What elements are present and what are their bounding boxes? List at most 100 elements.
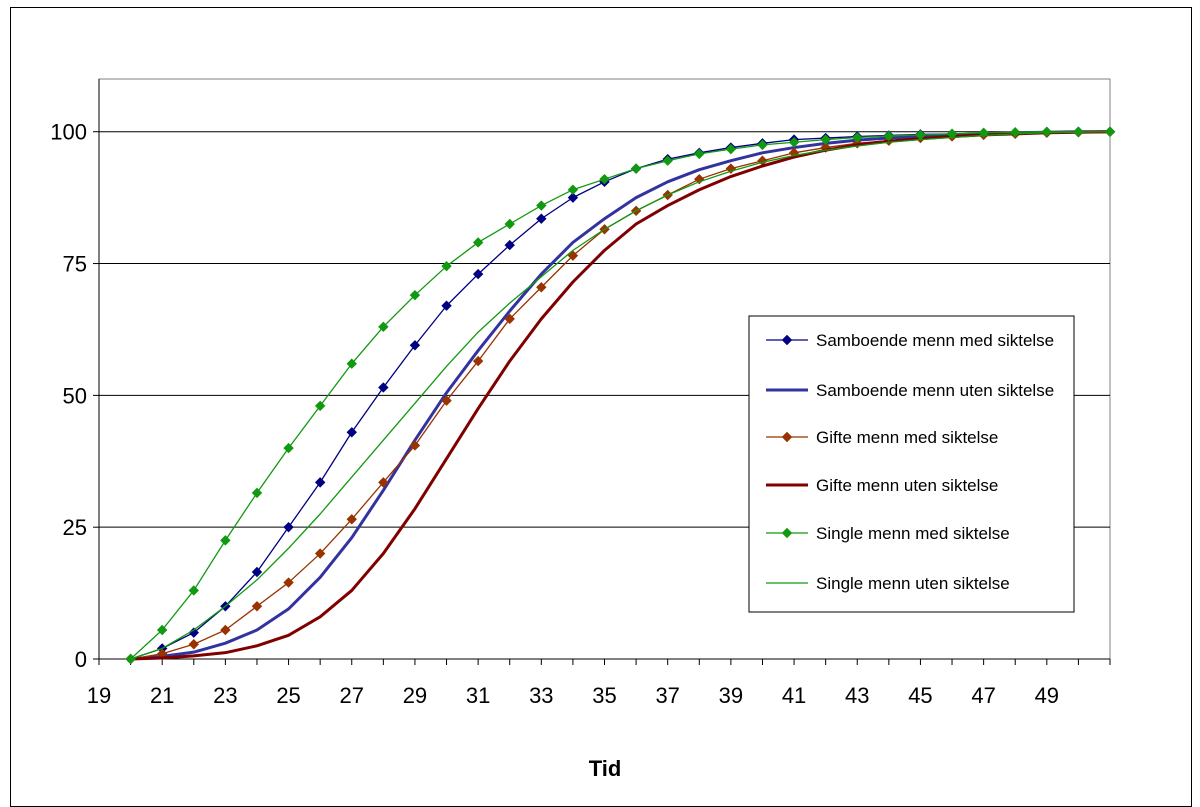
data-point — [314, 477, 326, 488]
legend-marker — [781, 334, 793, 346]
x-tick-label: 23 — [213, 683, 237, 708]
x-axis-title: Tid — [589, 756, 622, 781]
series-line — [130, 131, 1111, 660]
data-point — [283, 577, 294, 588]
y-tick-label: 25 — [63, 515, 87, 540]
data-point — [346, 427, 357, 438]
data-point — [504, 218, 515, 230]
legend-marker — [781, 431, 793, 443]
legend: Samboende menn med siktelse Samboende men… — [748, 315, 1075, 613]
data-point — [567, 192, 579, 203]
x-tick-label: 37 — [655, 683, 679, 708]
data-point — [346, 514, 357, 525]
x-tick-label: 27 — [340, 683, 364, 708]
data-point — [346, 358, 357, 369]
legend-label: Gifte menn med siktelse — [816, 428, 998, 447]
data-point — [883, 130, 895, 142]
series-4 — [130, 130, 1111, 661]
x-tick-label: 29 — [403, 683, 427, 708]
data-point — [852, 132, 863, 143]
data-point — [567, 250, 579, 261]
data-point — [251, 601, 263, 612]
data-point — [220, 624, 231, 636]
data-point — [820, 134, 831, 145]
legend-label: Gifte menn uten siktelse — [816, 476, 998, 495]
series-6 — [130, 131, 1111, 660]
legend-item: Samboende menn uten siktelse — [766, 381, 1054, 400]
legend-box — [748, 315, 1075, 613]
data-point — [472, 268, 484, 280]
legend-item: Single menn uten siktelse — [766, 574, 1010, 593]
y-tick-label: 100 — [50, 120, 87, 145]
legend-item: Samboende menn med siktelse — [766, 331, 1054, 350]
data-point — [409, 440, 421, 451]
y-tick-label: 75 — [63, 252, 87, 277]
data-point — [409, 289, 421, 301]
data-point — [472, 355, 484, 367]
data-point — [725, 143, 737, 155]
data-point — [378, 477, 389, 488]
axes — [93, 79, 1111, 665]
data-point — [220, 535, 231, 546]
data-point — [156, 624, 168, 636]
series-line — [130, 130, 1110, 661]
x-tick-label: 47 — [971, 683, 995, 708]
grid-lines — [99, 131, 1110, 528]
data-point — [694, 148, 705, 160]
data-point — [188, 639, 199, 650]
legend-label: Single menn uten siktelse — [816, 574, 1010, 593]
data-point — [757, 139, 768, 151]
series-5 — [125, 126, 1116, 665]
data-point — [441, 260, 452, 272]
data-point — [567, 184, 579, 195]
data-point — [283, 442, 294, 454]
x-tick-label: 21 — [150, 683, 174, 708]
data-point — [251, 487, 263, 499]
data-point — [441, 300, 452, 311]
legend-item: Gifte menn med siktelse — [766, 428, 998, 447]
data-point — [251, 566, 263, 578]
x-tick-label: 19 — [87, 683, 111, 708]
data-point — [1041, 126, 1053, 137]
tick-labels: 0 25 50 75 100 19 21 23 25 27 29 31 33 35 37 39 41 43 45 47… — [50, 120, 1059, 708]
x-tick-label: 45 — [908, 683, 932, 708]
data-point — [504, 313, 515, 325]
data-point — [599, 173, 610, 185]
data-point — [188, 585, 199, 596]
x-tick-label: 43 — [845, 683, 869, 708]
data-point — [504, 239, 515, 251]
data-point — [536, 213, 547, 224]
legend-item: Gifte menn uten siktelse — [766, 476, 998, 495]
x-tick-label: 33 — [529, 683, 553, 708]
data-point — [314, 548, 326, 559]
series-2 — [130, 130, 1110, 661]
data-point — [441, 395, 452, 406]
data-point — [314, 400, 326, 412]
x-tick-label: 39 — [719, 683, 743, 708]
series — [125, 126, 1116, 665]
data-point — [536, 282, 547, 293]
legend-label: Samboende menn uten siktelse — [816, 381, 1054, 400]
legend-item: Single menn med siktelse — [766, 524, 1010, 543]
x-tick-label: 25 — [276, 683, 300, 708]
x-tick-label: 31 — [466, 683, 490, 708]
x-tick-label: 35 — [592, 683, 616, 708]
data-point — [630, 163, 642, 174]
data-point — [378, 321, 389, 333]
data-point — [409, 340, 421, 351]
data-point — [472, 237, 484, 248]
data-point — [662, 155, 673, 166]
legend-marker — [781, 527, 793, 539]
legend-label: Samboende menn med siktelse — [816, 331, 1054, 350]
legend-label: Single menn med siktelse — [816, 524, 1010, 543]
series-line — [130, 131, 1110, 660]
y-tick-label: 0 — [75, 647, 87, 672]
data-point — [788, 137, 800, 148]
data-point — [378, 382, 389, 393]
x-tick-label: 41 — [782, 683, 806, 708]
data-point — [946, 128, 958, 140]
data-point — [283, 521, 294, 533]
y-tick-label: 50 — [63, 383, 87, 408]
x-tick-label: 49 — [1035, 683, 1059, 708]
series-line — [130, 130, 1111, 661]
